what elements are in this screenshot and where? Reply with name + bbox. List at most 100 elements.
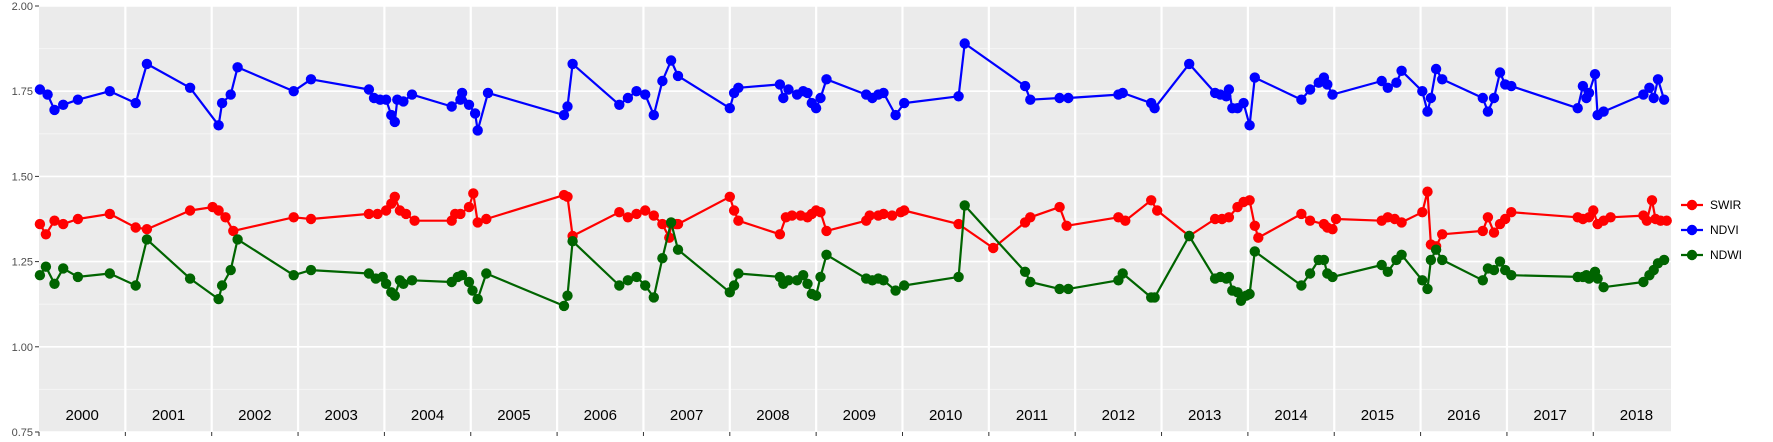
data-point-ndvi <box>1149 103 1160 114</box>
data-point-ndwi <box>1223 271 1235 283</box>
data-point-swir <box>733 215 744 226</box>
x-axis <box>38 432 1594 436</box>
data-point-ndvi <box>1477 92 1489 104</box>
year-label: 2014 <box>1274 407 1307 424</box>
data-point-swir <box>1488 227 1500 238</box>
data-point-ndwi <box>640 280 651 291</box>
data-point-ndvi <box>141 58 153 70</box>
data-point-ndvi <box>1488 92 1500 104</box>
data-point-swir <box>821 225 832 237</box>
data-point-ndvi <box>225 89 236 100</box>
data-point-ndvi <box>184 82 196 94</box>
data-point-ndwi <box>798 270 809 281</box>
data-point-swir <box>1152 205 1163 216</box>
data-point-swir <box>1223 212 1235 223</box>
data-point-ndvi <box>1437 74 1448 85</box>
data-point-ndwi <box>672 244 684 255</box>
data-point-ndwi <box>406 275 418 286</box>
year-label: 2015 <box>1361 407 1394 424</box>
data-point-ndvi <box>672 70 684 82</box>
data-point-ndwi <box>380 278 392 289</box>
data-point-ndvi <box>482 87 494 99</box>
year-labels: 2000 2001 2002 2003 2004 2005 2006 2007 2008 2009… <box>65 407 1653 424</box>
data-point-ndwi <box>398 278 409 289</box>
data-point-ndwi <box>49 278 60 289</box>
data-point-ndvi <box>288 86 299 97</box>
y-tick-label: 2.00 <box>12 1 33 13</box>
data-point-swir <box>1646 195 1658 206</box>
data-point-ndwi <box>1425 254 1437 266</box>
data-point-ndvi <box>1583 87 1595 99</box>
data-point-ndvi <box>778 92 789 104</box>
data-point-ndvi <box>1577 80 1589 92</box>
data-point-ndvi <box>463 99 475 111</box>
year-label: 2012 <box>1102 407 1135 424</box>
data-point-ndwi <box>1025 276 1036 288</box>
data-point-swir <box>389 191 400 202</box>
data-point-swir <box>409 215 420 226</box>
data-point-ndvi <box>783 84 794 95</box>
data-point-swir <box>1244 195 1255 206</box>
data-point-ndvi <box>406 89 418 100</box>
data-point-ndwi <box>1494 256 1506 267</box>
data-point-ndwi <box>1184 230 1195 242</box>
data-point-ndvi <box>305 74 317 85</box>
data-point-swir <box>1500 213 1511 225</box>
series-swir <box>34 186 1672 254</box>
data-point-ndvi <box>1494 67 1506 78</box>
data-point-ndwi <box>1658 254 1670 266</box>
data-point-ndwi <box>72 271 84 283</box>
series-ndwi <box>34 200 1670 312</box>
data-point-ndvi <box>213 120 224 131</box>
data-point-swir <box>463 201 475 213</box>
data-point-ndwi <box>58 263 69 274</box>
data-point-swir <box>1417 207 1428 218</box>
data-point-ndwi <box>1304 268 1316 279</box>
data-point-swir <box>622 212 634 223</box>
data-point-ndwi <box>1430 244 1442 255</box>
data-point-swir <box>899 205 910 216</box>
data-point-ndvi <box>363 84 375 95</box>
data-point-ndvi <box>631 86 642 97</box>
data-point-ndwi <box>104 268 116 279</box>
data-point-swir <box>305 213 317 225</box>
data-point-ndvi <box>472 125 483 136</box>
data-point-ndvi <box>959 38 970 49</box>
data-point-ndwi <box>1638 276 1649 288</box>
data-point-ndvi <box>1425 92 1437 104</box>
data-point-swir <box>648 210 659 221</box>
data-point-swir <box>1330 213 1342 225</box>
data-point-ndwi <box>456 270 468 281</box>
data-point-ndvi <box>562 101 573 112</box>
data-point-ndwi <box>665 217 677 228</box>
data-point-swir <box>1253 232 1264 243</box>
data-point-ndvi <box>1063 92 1074 104</box>
data-point-ndvi <box>953 91 964 102</box>
data-point-ndvi <box>1223 84 1235 95</box>
data-point-swir <box>1641 215 1653 226</box>
data-point-ndvi <box>58 99 69 111</box>
data-point-ndwi <box>802 278 813 289</box>
data-point-swir <box>228 225 239 237</box>
data-point-ndwi <box>130 280 141 291</box>
data-point-ndvi <box>1422 106 1433 117</box>
data-point-ndwi <box>1019 266 1031 277</box>
data-point-ndvi <box>1304 84 1316 95</box>
data-point-ndwi <box>567 236 578 247</box>
data-point-swir <box>1304 215 1316 226</box>
data-point-swir <box>481 213 492 225</box>
data-point-ndvi <box>42 89 53 100</box>
data-point-ndvi <box>34 84 46 95</box>
data-point-swir <box>614 207 625 218</box>
data-point-ndwi <box>1244 288 1255 300</box>
data-point-ndwi <box>890 285 901 296</box>
data-point-swir <box>184 205 196 216</box>
data-point-ndvi <box>657 75 668 87</box>
data-point-ndwi <box>1598 282 1609 293</box>
data-point-ndvi <box>1658 94 1670 105</box>
data-point-swir <box>1482 212 1494 223</box>
data-point-ndvi <box>1652 74 1664 85</box>
data-point-swir <box>640 205 651 216</box>
data-point-ndwi <box>815 271 826 283</box>
data-point-ndvi <box>1598 106 1609 117</box>
